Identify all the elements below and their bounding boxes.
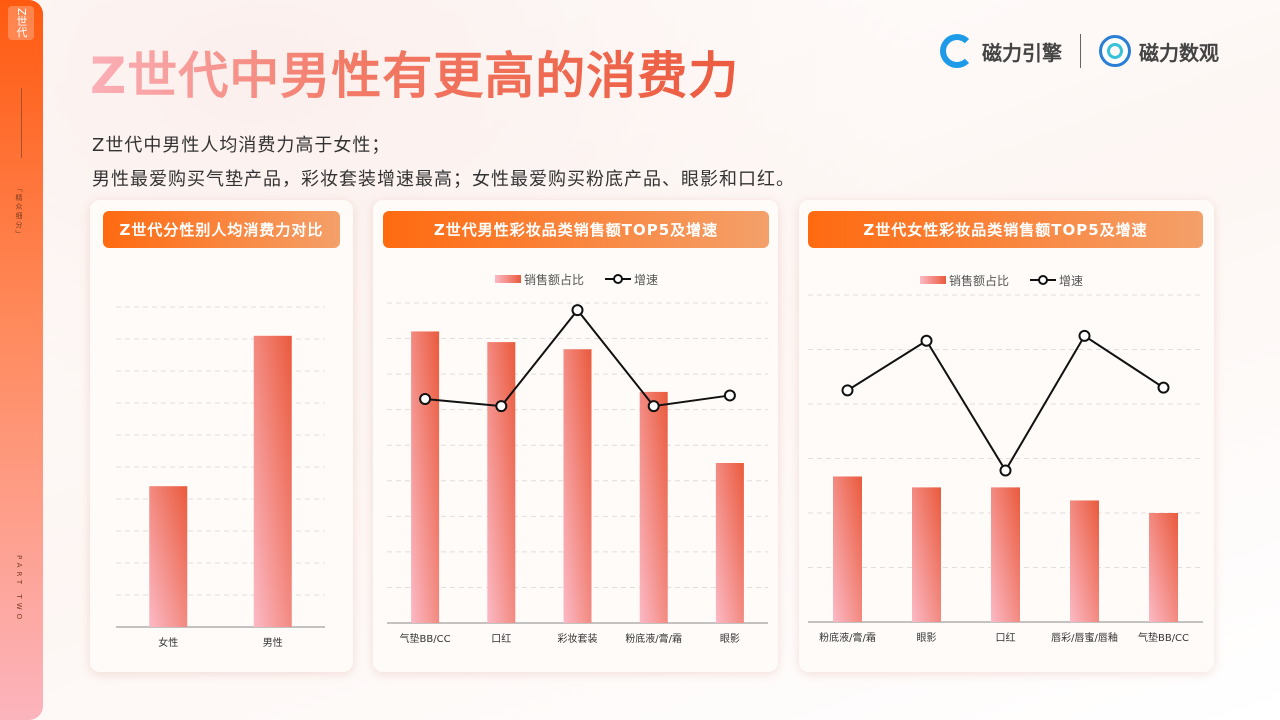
logo-text-1: 磁力引擎 [982, 40, 1062, 65]
sidebar-section: 「精众细分」 [15, 185, 23, 239]
card-gender-spending: Z世代分性别人均消费力对比 [90, 200, 353, 672]
sidebar-tag: Z世代 [8, 6, 34, 40]
sidebar-divider [21, 88, 22, 158]
logo-text-2: 磁力数观 [1139, 40, 1219, 65]
cili-engine-logo-icon [940, 34, 974, 68]
logo-divider [1080, 34, 1081, 68]
page-title: Z世代中男性有更高的消费力 [90, 36, 739, 108]
sidebar: Z世代 「精众细分」 PART TWO [0, 0, 43, 720]
sidebar-part: PART TWO [15, 555, 23, 624]
chart-title: Z世代男性彩妆品类销售额TOP5及增速 [383, 211, 769, 248]
summary-line-1: Z世代中男性人均消费力高于女性； [92, 135, 391, 156]
card-female-top5: Z世代女性彩妆品类销售额TOP5及增速 [799, 200, 1214, 672]
chart-title: Z世代女性彩妆品类销售额TOP5及增速 [808, 211, 1203, 248]
summary-line-2: 男性最爱购买气垫产品，彩妆套装增速最高；女性最爱购买粉底产品、眼影和口红。 [92, 169, 795, 190]
chart-title: Z世代分性别人均消费力对比 [103, 211, 340, 248]
cili-shuguan-logo-icon [1099, 35, 1131, 67]
card-male-top5: Z世代男性彩妆品类销售额TOP5及增速 [373, 200, 778, 672]
logos: 磁力引擎 磁力数观 [940, 34, 1219, 68]
